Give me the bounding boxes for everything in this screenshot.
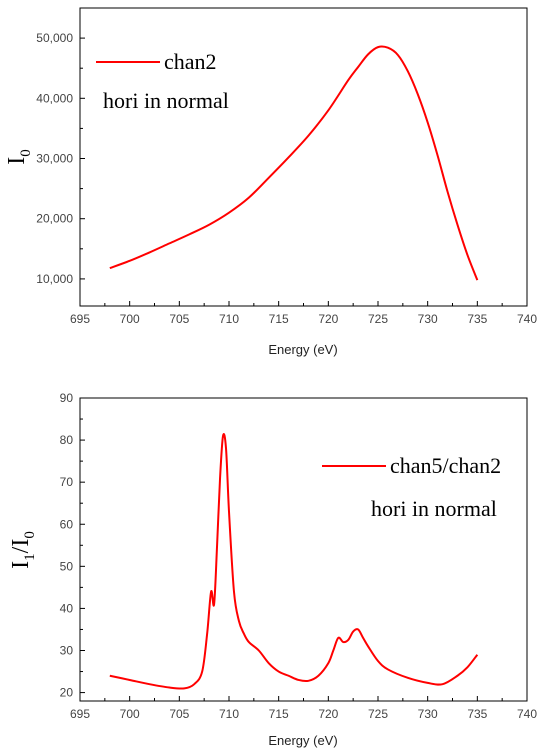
chart-2-y-tick-label: 40: [60, 601, 74, 615]
chart-1-y-axis-title-main: I: [4, 157, 30, 165]
chart-1-y-tick-label: 20,000: [36, 212, 73, 226]
chart-1-x-tick-label: 705: [169, 312, 189, 326]
chart-1-x-tick-label: 715: [269, 312, 289, 326]
chart-1-plot-frame: [79, 7, 528, 307]
chart-1-x-tick-label: 695: [70, 312, 90, 326]
chart-1-ticks: [79, 37, 528, 306]
chart-2-x-tick-label: 705: [169, 707, 189, 721]
chart-2-x-tick-label: 715: [269, 707, 289, 721]
chart-2-y-axis-title-sub2: 0: [22, 531, 38, 539]
chart-2-x-tick-label: 730: [418, 707, 438, 721]
chart-1-tick-labels: 695 700 705 710 715 720 725 730 735 740 10,000 20,0…: [36, 31, 537, 326]
chart-2-y-tick-label: 70: [60, 475, 74, 489]
chart-2-x-tick-label: 710: [219, 707, 239, 721]
chart-2-legend-label: chan5/chan2: [390, 453, 501, 478]
chart-1-y-axis-title: I0: [4, 149, 34, 165]
chart-1-y-tick-label: 40,000: [36, 91, 73, 105]
chart-1-x-tick-label: 735: [467, 312, 487, 326]
chart-2-x-tick-label: 720: [318, 707, 338, 721]
chart-1-y-tick-label: 10,000: [36, 272, 73, 286]
chart-1-x-tick-label: 720: [318, 312, 338, 326]
chart-2-x-tick-label: 725: [368, 707, 388, 721]
chart-2-x-tick-label: 700: [120, 707, 140, 721]
chart-2-y-tick-label: 20: [60, 686, 74, 700]
chart-1-x-tick-label: 725: [368, 312, 388, 326]
chart-2-y-axis-title-sep: /I: [8, 539, 34, 554]
chart-2-tick-labels: 695 700 705 710 715 720 725 730 735 740 20 30 40 50 60…: [60, 391, 538, 721]
chart-2-y-axis-title-sub1: 1: [22, 553, 38, 561]
chart-1-x-tick-label: 700: [120, 312, 140, 326]
chart-2-y-tick-label: 60: [60, 517, 74, 531]
chart-2-x-tick-label: 735: [467, 707, 487, 721]
chart-1-x-tick-label: 740: [517, 312, 537, 326]
chart-2-y-tick-label: 50: [60, 559, 74, 573]
chart-2-x-axis-title: Energy (eV): [268, 733, 337, 748]
chart-1-y-tick-label: 50,000: [36, 31, 73, 45]
chart-1-x-axis-title: Energy (eV): [268, 342, 337, 357]
chart-2-ticks: [79, 397, 528, 701]
chart-2-y-tick-label: 80: [60, 433, 74, 447]
chart-1-x-tick-label: 710: [219, 312, 239, 326]
chart-1-series-chan2: [109, 45, 479, 281]
chart-2-plot-frame: [79, 397, 528, 702]
chart-1-x-tick-label: 730: [418, 312, 438, 326]
chart-2-x-tick-label: 740: [517, 707, 537, 721]
chart-1-legend-label: chan2: [164, 49, 217, 74]
chart-2: 695 700 705 710 715 720 725 730 735 7402030405060…: [8, 391, 537, 748]
chart-1-y-tick-label: 30,000: [36, 152, 73, 166]
chart-1-annotation: hori in normal: [103, 88, 229, 113]
chart-2-y-axis-title: I1/I0: [8, 531, 38, 569]
chart-2-y-tick-label: 30: [60, 644, 74, 658]
chart-2-x-tick-label: 695: [70, 707, 90, 721]
chart-2-y-axis-title-main: I: [8, 561, 34, 569]
chart-2-annotation: hori in normal: [371, 496, 497, 521]
chart-1-y-axis-title-sub: 0: [18, 149, 34, 157]
chart-2-y-tick-label: 90: [60, 391, 74, 405]
chart-1: 695 700 705 710 715 720 725 730 735 740 10,000 20,0…: [4, 7, 537, 357]
chart-2-series-chan5-chan2: [109, 433, 479, 690]
